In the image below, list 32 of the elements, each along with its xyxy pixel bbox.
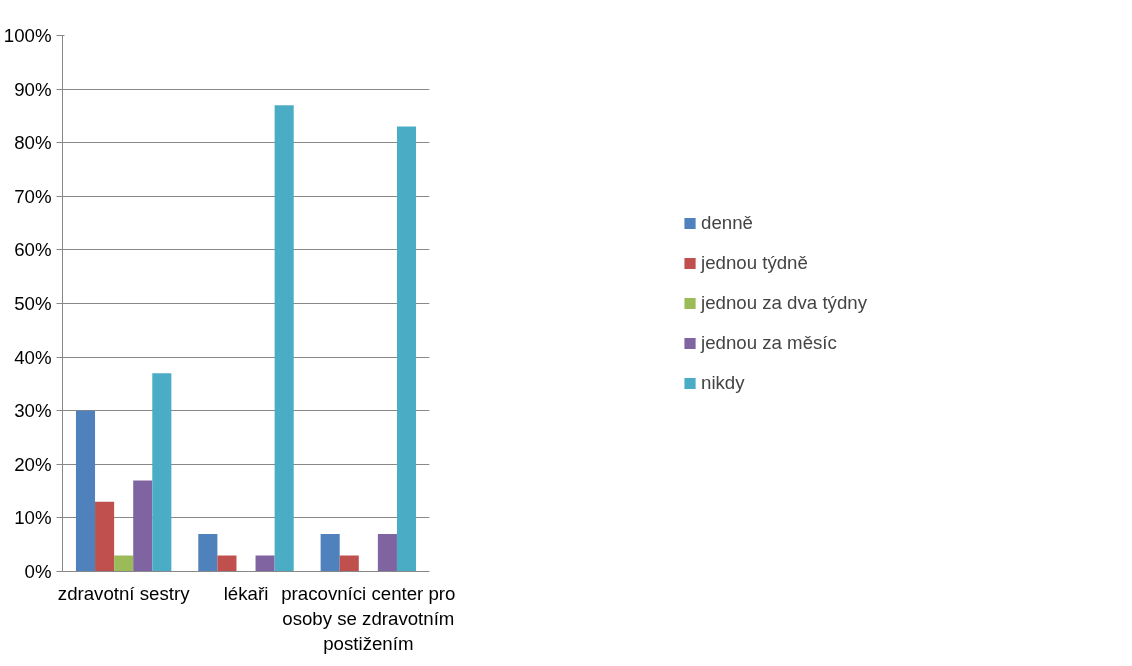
- legend-label: jednou za měsíc: [701, 332, 837, 354]
- bar: [377, 533, 397, 572]
- x-tick-label: pracovníci center pro osoby se zdravotním postižením: [281, 582, 456, 654]
- y-tick-label: 80%: [14, 132, 52, 154]
- y-tick-label: 70%: [14, 185, 52, 207]
- bar: [396, 126, 417, 572]
- y-tick-label: 10%: [14, 507, 52, 529]
- y-tick-label: 20%: [14, 453, 52, 475]
- x-tick-label: lékaři: [223, 582, 269, 604]
- bar: [133, 480, 153, 572]
- y-tick-label: 40%: [14, 346, 52, 368]
- bar: [255, 555, 275, 572]
- y-tick-label: 90%: [14, 78, 52, 100]
- bar: [339, 555, 359, 572]
- legend-label: jednou týdně: [701, 252, 808, 274]
- y-tick-label: 60%: [14, 239, 52, 261]
- bar: [198, 533, 218, 572]
- legend-label: nikdy: [701, 372, 745, 394]
- y-tick-label: 30%: [14, 400, 52, 422]
- y-tick-label: 100%: [3, 25, 52, 46]
- legend-label: denně: [701, 212, 753, 234]
- bar: [114, 555, 134, 572]
- legend-label: jednou za dva týdny: [701, 292, 867, 314]
- bar: [320, 533, 340, 572]
- bar: [95, 501, 115, 572]
- bar: [274, 105, 294, 572]
- y-tick-label: 0%: [24, 561, 52, 582]
- bar: [152, 373, 172, 572]
- bar: [217, 555, 237, 572]
- bar: [75, 410, 96, 572]
- y-tick-label: 50%: [14, 293, 52, 314]
- x-tick-label: zdravotní sestry: [57, 582, 191, 604]
